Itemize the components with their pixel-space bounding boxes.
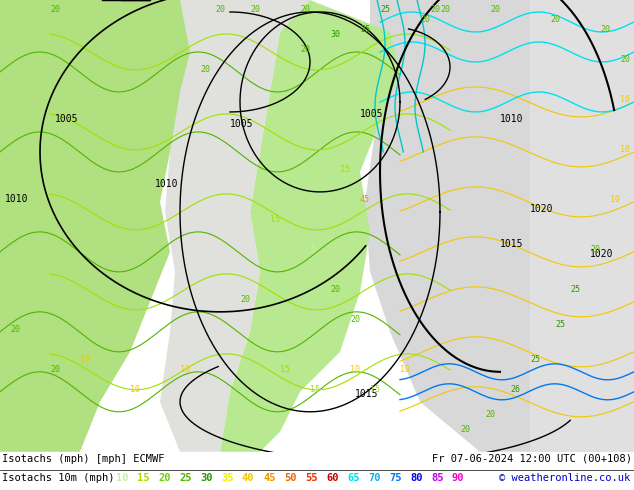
Text: 20: 20: [215, 5, 225, 14]
Text: 70: 70: [368, 473, 380, 483]
Polygon shape: [160, 0, 310, 452]
Text: 1015: 1015: [355, 389, 378, 399]
Text: 40: 40: [242, 473, 254, 483]
Text: 20: 20: [350, 315, 360, 324]
Text: 75: 75: [389, 473, 401, 483]
Text: 20: 20: [200, 65, 210, 74]
Polygon shape: [220, 0, 400, 452]
Text: 20: 20: [485, 410, 495, 419]
Text: 30: 30: [200, 473, 212, 483]
Text: 20: 20: [620, 55, 630, 64]
Text: 10: 10: [130, 385, 140, 394]
Text: 20: 20: [460, 425, 470, 434]
Text: © weatheronline.co.uk: © weatheronline.co.uk: [499, 473, 630, 483]
Text: 25: 25: [360, 25, 370, 34]
Text: 20: 20: [430, 5, 440, 14]
Text: 20: 20: [420, 15, 430, 24]
Text: Isotachs 10m (mph): Isotachs 10m (mph): [2, 473, 115, 483]
Text: 15: 15: [280, 365, 290, 374]
Text: Fr 07-06-2024 12:00 UTC (00+108): Fr 07-06-2024 12:00 UTC (00+108): [432, 454, 632, 464]
Text: 1005: 1005: [55, 114, 79, 124]
Text: 20: 20: [50, 365, 60, 374]
Text: 20: 20: [250, 5, 260, 14]
Text: 20: 20: [330, 285, 340, 294]
Text: 20: 20: [300, 45, 310, 54]
Text: 10: 10: [180, 365, 190, 374]
Text: 15: 15: [370, 385, 380, 394]
Text: 5: 5: [310, 245, 315, 254]
Text: 1005: 1005: [360, 109, 384, 119]
Text: 20: 20: [10, 325, 20, 334]
Text: 25: 25: [570, 285, 580, 294]
Text: Isotachs (mph) [mph] ECMWF: Isotachs (mph) [mph] ECMWF: [2, 454, 164, 464]
Text: 60: 60: [326, 473, 339, 483]
Text: 10: 10: [350, 365, 360, 374]
Text: 15: 15: [137, 473, 150, 483]
Text: 1010: 1010: [5, 194, 29, 204]
Text: 5: 5: [440, 245, 445, 254]
Text: 10: 10: [80, 355, 90, 364]
Text: 55: 55: [305, 473, 318, 483]
Text: 45: 45: [360, 195, 370, 204]
Text: 20: 20: [300, 5, 310, 14]
Text: 35: 35: [221, 473, 233, 483]
Text: 85: 85: [431, 473, 444, 483]
Text: 65: 65: [347, 473, 359, 483]
Text: 25: 25: [530, 355, 540, 364]
Text: 90: 90: [452, 473, 465, 483]
Text: 25: 25: [179, 473, 191, 483]
Text: 20: 20: [550, 15, 560, 24]
Text: 1020: 1020: [530, 204, 553, 214]
Text: 1010: 1010: [155, 179, 179, 189]
Text: 15: 15: [340, 165, 350, 174]
Text: 10: 10: [620, 145, 630, 154]
Polygon shape: [0, 0, 200, 452]
Text: 25: 25: [380, 5, 390, 14]
Text: 20: 20: [590, 245, 600, 254]
Text: 10: 10: [620, 95, 630, 104]
Text: 1010: 1010: [500, 114, 524, 124]
Text: 15: 15: [270, 215, 280, 224]
Polygon shape: [365, 0, 634, 452]
Text: 1015: 1015: [500, 239, 524, 249]
Text: 10: 10: [400, 365, 410, 374]
Text: 20: 20: [50, 5, 60, 14]
Text: 30: 30: [330, 30, 340, 39]
Text: 45: 45: [263, 473, 276, 483]
Text: 80: 80: [410, 473, 422, 483]
Text: 10: 10: [116, 473, 129, 483]
Text: 1020: 1020: [590, 249, 614, 259]
Text: 20: 20: [490, 5, 500, 14]
Text: 10: 10: [610, 195, 620, 204]
Text: 50: 50: [284, 473, 297, 483]
Text: 20: 20: [158, 473, 171, 483]
Text: 15: 15: [310, 385, 320, 394]
Text: 20: 20: [600, 25, 610, 34]
Text: 20: 20: [240, 295, 250, 304]
Text: 25: 25: [555, 320, 565, 329]
Text: 1005: 1005: [230, 119, 254, 129]
Text: 20: 20: [440, 5, 450, 14]
Text: 26: 26: [510, 385, 520, 394]
Polygon shape: [530, 0, 634, 452]
